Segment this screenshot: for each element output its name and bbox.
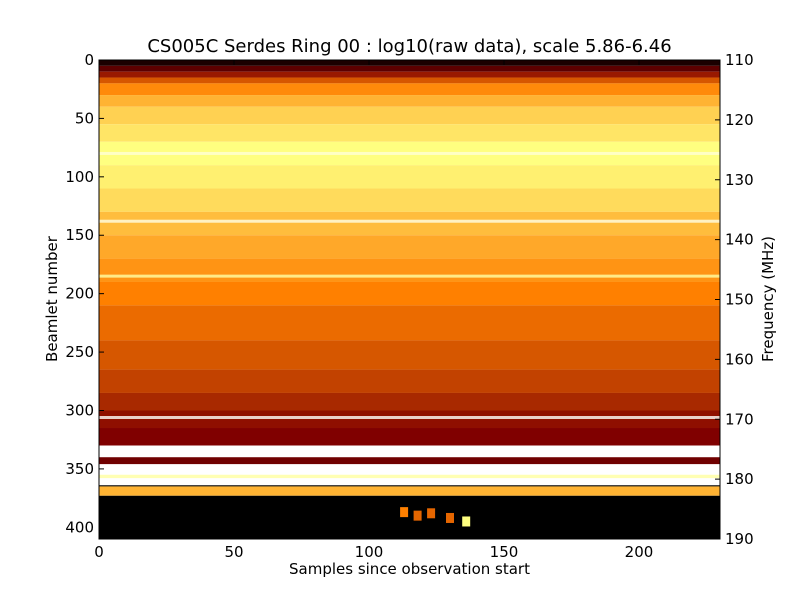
y-tick-label-right: 120	[725, 111, 754, 129]
y-tick-label-left: 350	[65, 460, 94, 478]
heatmap-band	[99, 457, 720, 465]
x-axis-label: Samples since observation start	[289, 560, 530, 578]
heatmap-band	[99, 77, 720, 84]
heatmap-band	[99, 83, 720, 96]
x-tick-label: 0	[94, 543, 104, 561]
heatmap-band	[99, 369, 720, 393]
heatmap-band	[99, 281, 720, 306]
y-tick-label-left: 50	[75, 109, 94, 127]
hot-spot	[413, 510, 422, 521]
heatmap-band	[99, 65, 720, 72]
y-tick-label-right: 110	[725, 51, 754, 69]
bright-line	[99, 415, 720, 419]
x-tick-label: 100	[355, 543, 384, 561]
hot-spot	[462, 516, 471, 527]
heatmap-band	[99, 106, 720, 125]
heatmap-band	[99, 124, 720, 142]
heatmap-band	[99, 188, 720, 212]
y-tick-label-right: 140	[725, 231, 754, 249]
hot-spot	[446, 512, 454, 523]
heatmap-band	[99, 478, 720, 486]
heatmap-band	[99, 95, 720, 107]
heatmap-band	[99, 485, 720, 487]
heatmap-band	[99, 165, 720, 189]
x-tick-label: 50	[224, 543, 243, 561]
bright-line	[99, 274, 720, 278]
hot-spot	[427, 508, 436, 519]
y-tick-label-right: 190	[725, 530, 754, 548]
y-tick-label-right: 170	[725, 410, 754, 428]
y-tick-label-right: 160	[725, 350, 754, 368]
y-tick-label-left: 250	[65, 343, 94, 361]
heatmap-band	[99, 60, 720, 66]
y-tick-label-left: 0	[84, 51, 94, 69]
bright-line	[99, 219, 720, 223]
y-tick-label-left: 150	[65, 226, 94, 244]
heatmap-band	[99, 235, 720, 259]
y-tick-label-left: 400	[65, 518, 94, 536]
heatmap-band	[99, 410, 720, 429]
heatmap-band	[99, 305, 720, 341]
hot-spot	[400, 507, 409, 518]
y-tick-label-left: 100	[65, 168, 94, 186]
heatmap-band	[99, 495, 720, 539]
heatmap-band	[99, 464, 720, 475]
heatmap-band	[99, 428, 720, 446]
chart-title: CS005C Serdes Ring 00 : log10(raw data),…	[147, 36, 672, 57]
bright-line	[99, 151, 720, 155]
heatmap-band	[99, 71, 720, 78]
y-tick-label-right: 150	[725, 291, 754, 309]
y-tick-label-left: 300	[65, 401, 94, 419]
x-tick-label: 200	[625, 543, 654, 561]
y-tick-label-left: 200	[65, 285, 94, 303]
heatmap-band	[99, 486, 720, 496]
heatmap-band	[99, 340, 720, 370]
heatmap-band	[99, 474, 720, 479]
y-tick-label-right: 130	[725, 171, 754, 189]
y-tick-label-right: 180	[725, 470, 754, 488]
heatmap-band	[99, 258, 720, 282]
x-tick-label: 150	[490, 543, 519, 561]
heatmap-band	[99, 392, 720, 411]
heatmap-band	[99, 445, 720, 458]
heatmap-band	[99, 211, 720, 236]
